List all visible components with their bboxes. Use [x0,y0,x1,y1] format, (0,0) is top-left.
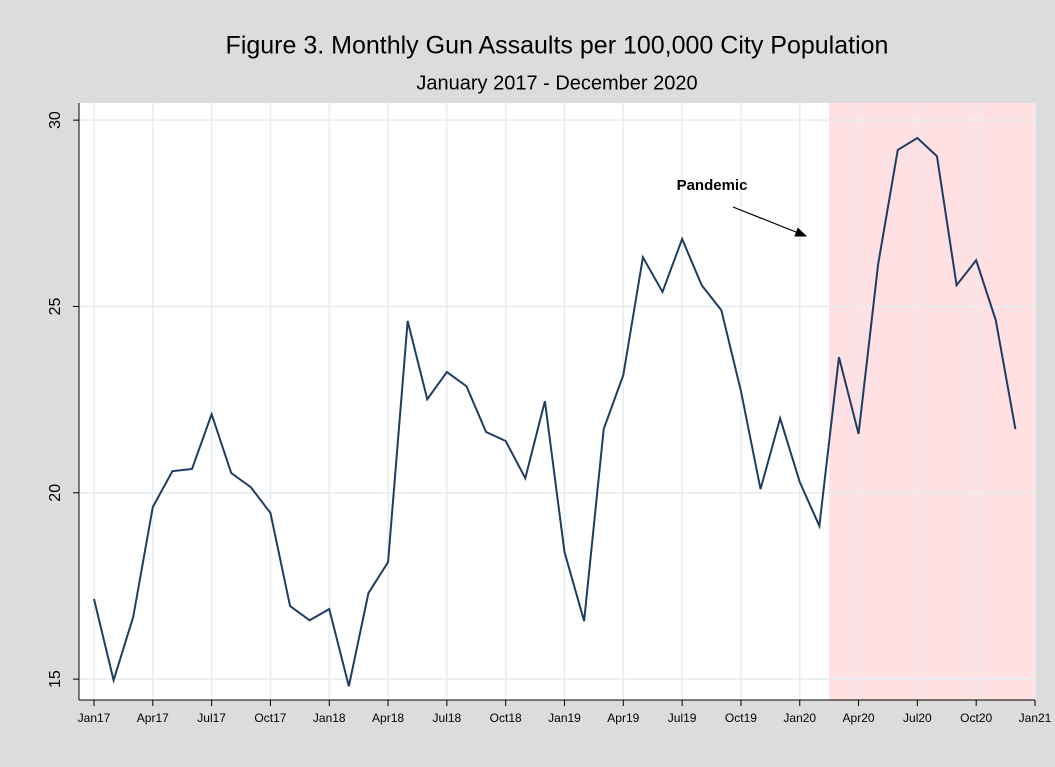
x-tick-label: Jan21 [1019,711,1052,725]
grid-layer [79,103,1036,700]
x-tick-label: Jul19 [668,711,697,725]
x-tick-label: Jul20 [903,711,932,725]
x-tick-label: Jul17 [197,711,226,725]
x-tick-label: Apr18 [372,711,404,725]
chart-title: Figure 3. Monthly Gun Assaults per 100,0… [226,32,889,60]
y-tick-label: 15 [47,670,64,688]
x-tick-label: Oct19 [725,711,757,725]
x-tick-label: Jan17 [78,711,111,725]
y-tick-label: 25 [47,297,64,315]
line-series [93,136,1017,687]
annotation: Pandemic [677,177,748,194]
x-tick-label: Oct20 [960,711,992,725]
shade-layer [829,103,1035,700]
annotation-arrow [732,206,808,237]
x-tick-label: Jan20 [783,711,816,725]
x-tick-label: Apr20 [843,711,875,725]
x-tick-label: Jan19 [548,711,581,725]
chart-subtitle: January 2017 - December 2020 [416,72,697,94]
x-tick-label: Oct18 [490,711,522,725]
x-tick-label: Jan18 [313,711,346,725]
x-tick-label: Apr17 [137,711,169,725]
x-tick-label: Oct17 [254,711,286,725]
y-tick-label: 30 [47,111,64,129]
pandemic-shade [829,103,1035,700]
y-tick-label: 20 [47,484,64,502]
x-tick-label: Apr19 [607,711,639,725]
x-tick-label: Jul18 [433,711,462,725]
